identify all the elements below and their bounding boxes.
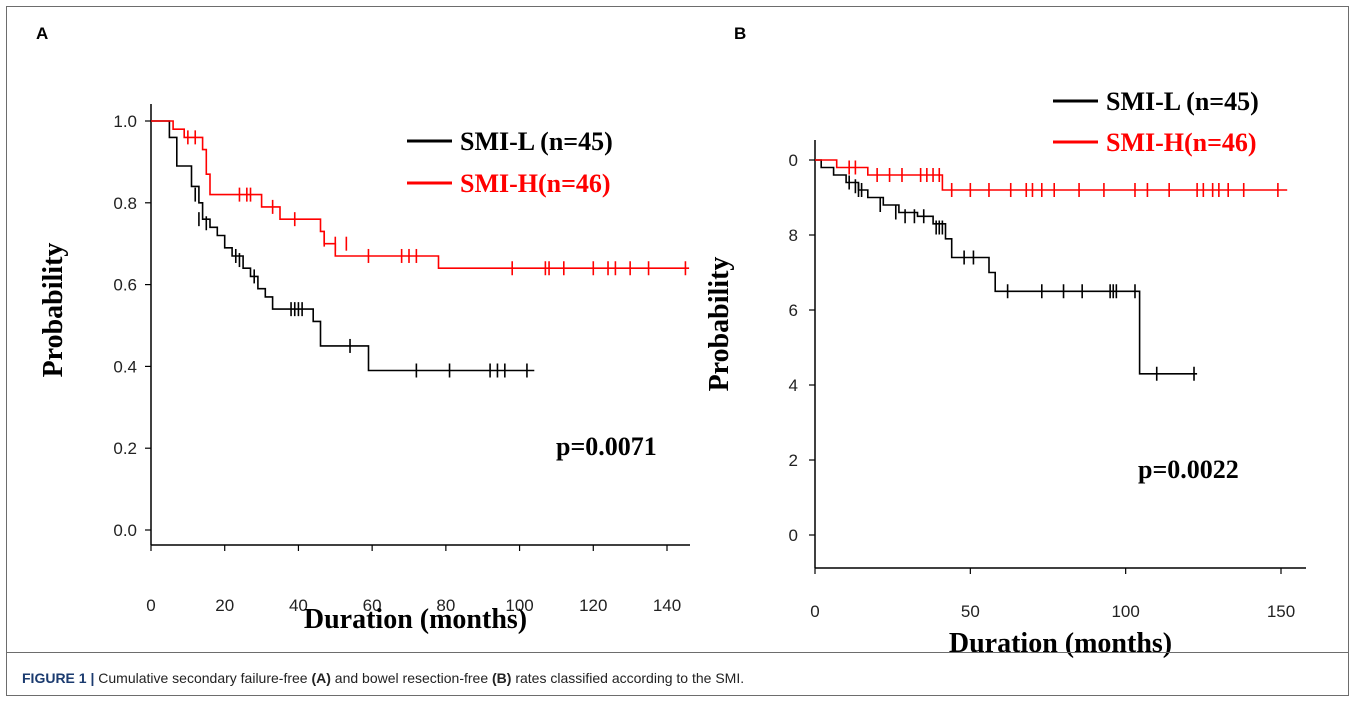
caption-divider bbox=[6, 652, 1349, 653]
x-axis-title: Duration (months) bbox=[949, 628, 1172, 659]
x-axis-title: Duration (months) bbox=[304, 604, 527, 635]
x-tick-label: 40 bbox=[289, 596, 308, 615]
x-tick-label: 60 bbox=[363, 596, 382, 615]
caption-text-1: Cumulative secondary failure-free bbox=[94, 670, 312, 686]
caption-ref-a: (A) bbox=[311, 670, 331, 686]
chart-panel-a: 0.0 0.2 0.4 0.6 0.8 1.0 0 20 40 60 80 100 120 140 Dura… bbox=[38, 104, 690, 635]
survival-line bbox=[815, 159, 1198, 375]
figure-frame bbox=[6, 6, 1349, 696]
panel-label-a: A bbox=[36, 24, 49, 43]
x-tick-label: 80 bbox=[436, 596, 455, 615]
legend-label: SMI-L (n=45) bbox=[460, 127, 613, 156]
y-axis-title: Probability bbox=[38, 243, 69, 378]
caption-text-3: rates classified according to the SMI. bbox=[511, 670, 745, 686]
x-tick-label: 0 bbox=[810, 602, 819, 621]
x-tick-label: 20 bbox=[215, 596, 234, 615]
series-smi-l bbox=[151, 120, 535, 378]
survival-line bbox=[151, 120, 535, 372]
caption-text-2: and bowel resection-free bbox=[330, 670, 493, 686]
x-tick-label: 0 bbox=[146, 596, 155, 615]
x-tick-label: 50 bbox=[961, 602, 980, 621]
x-tick-label: 100 bbox=[1111, 602, 1139, 621]
chart-panel-b: 0 2 4 6 8 0 0 50 100 150 Duration (months) Probabil… bbox=[704, 87, 1306, 659]
y-tick-label: 0 bbox=[789, 151, 798, 170]
legend-label: SMI-H(n=46) bbox=[1106, 128, 1257, 157]
y-tick-label: 0.6 bbox=[113, 276, 137, 295]
legend-label: SMI-L (n=45) bbox=[1106, 87, 1259, 116]
p-value-annotation: p=0.0071 bbox=[556, 432, 657, 461]
legend-label: SMI-H(n=46) bbox=[460, 169, 611, 198]
y-tick-label: 0 bbox=[789, 526, 798, 545]
x-tick-label: 100 bbox=[505, 596, 533, 615]
y-tick-label: 6 bbox=[789, 301, 798, 320]
y-tick-label: 1.0 bbox=[113, 112, 137, 131]
y-tick-label: 0.8 bbox=[113, 194, 137, 213]
series-smi-h bbox=[815, 159, 1288, 197]
panel-label-b: B bbox=[734, 24, 747, 43]
x-tick-label: 120 bbox=[579, 596, 607, 615]
y-tick-label: 0.2 bbox=[113, 439, 137, 458]
y-tick-label: 0.0 bbox=[113, 521, 137, 540]
survival-line bbox=[815, 159, 1288, 191]
y-tick-label: 4 bbox=[789, 376, 798, 395]
y-tick-label: 2 bbox=[789, 451, 798, 470]
p-value-annotation: p=0.0022 bbox=[1138, 455, 1239, 484]
x-tick-label: 150 bbox=[1267, 602, 1295, 621]
y-tick-label: 0.4 bbox=[113, 357, 137, 376]
figure-caption: FIGURE 1 | Cumulative secondary failure-… bbox=[22, 670, 744, 686]
y-axis-title: Probability bbox=[704, 257, 735, 392]
caption-ref-b: (B) bbox=[492, 670, 512, 686]
x-tick-label: 140 bbox=[653, 596, 681, 615]
y-tick-label: 8 bbox=[789, 226, 798, 245]
series-smi-h bbox=[151, 120, 690, 276]
caption-label: FIGURE 1 | bbox=[22, 670, 95, 686]
series-smi-l bbox=[815, 159, 1198, 381]
